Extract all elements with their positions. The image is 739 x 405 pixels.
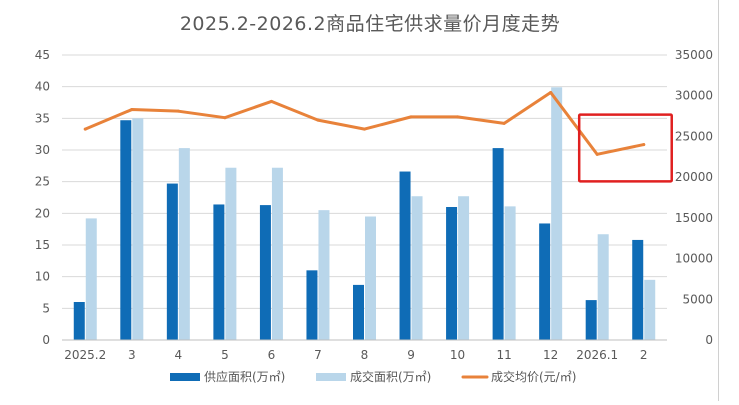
- y-right-tick-label: 0: [705, 333, 713, 347]
- avg-price-point: [223, 116, 227, 120]
- x-tick-label: 4: [175, 348, 183, 362]
- y-left-tick-label: 35: [35, 111, 50, 125]
- y-left-tick-label: 15: [35, 238, 50, 252]
- deal-area-bar: [551, 87, 563, 340]
- supply-area-bar: [446, 207, 458, 340]
- y-left-tick-label: 45: [35, 48, 50, 62]
- x-tick-label: 8: [361, 348, 369, 362]
- axes: 0510152025303540450500010000150002000025…: [35, 48, 713, 362]
- x-tick-label: 3: [128, 348, 136, 362]
- supply-area-bar: [353, 284, 364, 340]
- y-left-tick-label: 5: [42, 301, 50, 315]
- supply-area-bar: [399, 171, 411, 340]
- y-left-tick-label: 10: [35, 270, 50, 284]
- avg-price-point: [642, 143, 646, 147]
- deal-area-bar: [225, 167, 237, 340]
- deal-area-bar: [85, 218, 97, 340]
- y-right-tick-label: 25000: [675, 129, 713, 143]
- legend-label: 成交面积(万㎡): [350, 369, 431, 384]
- supply-area-bar: [306, 270, 318, 340]
- supply-area-bar: [632, 239, 644, 340]
- deal-area-bar: [597, 234, 609, 340]
- supply-area-bar: [539, 223, 551, 340]
- avg-price-point: [176, 109, 180, 113]
- y-left-tick-label: 40: [35, 80, 50, 94]
- gridlines: [62, 54, 667, 309]
- avg-price-point: [409, 115, 413, 119]
- deal-area-bar: [178, 148, 190, 340]
- legend-swatch: [170, 373, 200, 381]
- deal-area-bar: [458, 196, 470, 340]
- x-tick-label: 5: [221, 348, 229, 362]
- avg-price-point: [502, 121, 506, 125]
- x-tick-label: 2026.1: [576, 348, 618, 362]
- avg-price-point: [456, 115, 460, 119]
- deal-area-bar: [318, 210, 330, 340]
- y-right-tick-label: 20000: [675, 170, 713, 184]
- supply-area-bar: [585, 300, 597, 340]
- deal-area-bar: [644, 279, 656, 340]
- y-right-tick-label: 5000: [682, 292, 713, 306]
- deal-area-bar: [504, 206, 516, 340]
- x-tick-label: 11: [496, 348, 511, 362]
- x-tick-label: 2: [640, 348, 648, 362]
- x-tick-label: 6: [268, 348, 276, 362]
- legend-label: 供应面积(万㎡): [204, 369, 285, 384]
- x-tick-label: 10: [450, 348, 465, 362]
- avg-price-point: [83, 127, 87, 131]
- legend-label: 成交均价(元/㎡): [491, 369, 576, 384]
- deal-area-bar: [411, 196, 423, 340]
- supply-area-bar: [259, 205, 271, 340]
- y-right-tick-label: 15000: [675, 211, 713, 225]
- legend: 供应面积(万㎡) 成交面积(万㎡) 成交均价(元/㎡): [170, 369, 576, 384]
- y-right-tick-label: 30000: [675, 89, 713, 103]
- avg-price-point: [130, 108, 134, 112]
- x-tick-label: 2025.2: [64, 348, 106, 362]
- supply-area-bar: [73, 302, 85, 340]
- highlight-box: [577, 113, 673, 183]
- y-left-tick-label: 30: [35, 143, 50, 157]
- legend-swatch: [316, 373, 346, 381]
- avg-price-point: [595, 152, 599, 156]
- y-right-tick-label: 10000: [675, 252, 713, 266]
- supply-area-bar: [492, 148, 504, 340]
- avg-price-point: [269, 99, 273, 103]
- x-tick-label: 12: [543, 348, 558, 362]
- supply-area-bar: [120, 120, 132, 340]
- y-right-tick-label: 35000: [675, 48, 713, 62]
- price-line: [83, 90, 646, 156]
- annotations: [577, 113, 673, 183]
- bars: [73, 87, 656, 340]
- supply-area-bar: [213, 204, 225, 340]
- supply-area-bar: [166, 183, 178, 340]
- deal-area-bar: [132, 118, 144, 340]
- y-left-tick-label: 0: [42, 333, 50, 347]
- avg-price-point: [363, 127, 366, 131]
- x-tick-label: 9: [407, 348, 415, 362]
- y-left-tick-label: 20: [35, 206, 50, 220]
- chart-title: 2025.2-2026.2商品住宅供求量价月度走势: [180, 13, 560, 35]
- y-left-tick-label: 25: [35, 175, 50, 189]
- avg-price-point: [316, 118, 320, 122]
- deal-area-bar: [365, 216, 376, 340]
- x-tick-label: 7: [314, 348, 322, 362]
- deal-area-bar: [271, 167, 283, 340]
- screenshot-edge-divider: [718, 0, 719, 401]
- avg-price-point: [549, 90, 553, 94]
